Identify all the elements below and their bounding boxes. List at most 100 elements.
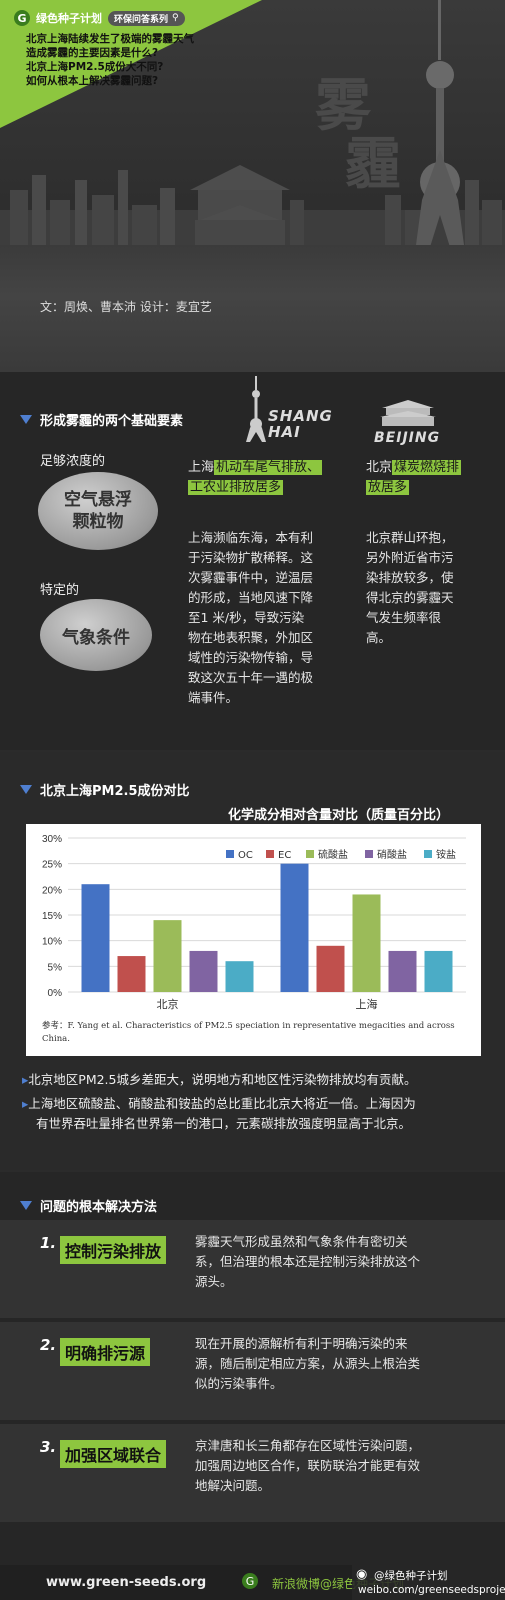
bullet-item: ▸上海地区硫酸盐、硝酸盐和铵盐的总比重比北京大将近一倍。上海因为 有世界吞吐量排… (22, 1094, 502, 1134)
y-tick-label: 25% (42, 860, 62, 871)
section-heading-text: 北京上海PM2.5成份对比 (40, 784, 190, 799)
legend-label: 硫酸盐 (318, 848, 348, 861)
chart-reference: 参考：F. Yang et al. Characteristics of PM2… (42, 1020, 472, 1046)
chart-title: 化学成分相对含量对比（质量百分比） (228, 808, 450, 823)
green-seeds-logo-icon: G (14, 10, 30, 26)
bullet-text: 上海地区硫酸盐、硝酸盐和铵盐的总比重比北京大将近一倍。上海因为 (28, 1096, 416, 1111)
brand-row: G 绿色种子计划 环保问答系列 ⚲ (14, 10, 185, 26)
pm25-bar-chart: 0% 5% 10% 15% 20% 25% 30% 北京 上海 OC EC 硫酸盐 硝酸盐 铵盐 (42, 834, 466, 1011)
solution-item: 2. 明确排污源 现在开展的源解析有利于明确污染的来 源，随后制定相应方案，从源… (0, 1322, 505, 1420)
section-factors: 形成雾霾的两个基础要素 足够浓度的 空气悬浮 颗粒物 特定的 气象条件 SHANG… (0, 372, 505, 750)
text-line: 得北京的雾霾天 (366, 590, 454, 605)
legend-swatch (365, 850, 373, 858)
stone-text: 空气悬浮 (64, 490, 132, 510)
bullet-item: ▸北京地区PM2.5城乡差距大，说明地方和地区性污染物排放均有贡献。 (22, 1070, 502, 1090)
text-line: 京津唐和长三角都存在区域性污染问题， (195, 1438, 421, 1453)
solution-label: 明确排污源 (60, 1338, 151, 1366)
weibo-url[interactable]: weibo.com/greenseedsproject (358, 1584, 505, 1596)
solution-item: 1. 控制污染排放 雾霾天气形成虽然和气象条件有密切关 系，但治理的根本还是控制… (0, 1220, 505, 1318)
question-line: 北京上海陆续发生了极端的雾霾天气 (26, 33, 194, 45)
factor1-stone: 空气悬浮 颗粒物 (38, 472, 158, 550)
text-line: 加强周边地区合作，联防联治才能更有效 (195, 1458, 421, 1473)
text-line: 系，但治理的根本还是控制污染排放这个 (195, 1254, 421, 1269)
text-line: 高。 (366, 630, 392, 645)
bar (316, 945, 345, 992)
bar (424, 950, 453, 992)
text-line: 源，随后制定相应方案，从源头上根治类 (195, 1356, 421, 1371)
shanghai-tower-icon (246, 376, 266, 442)
solution-number: 1. (40, 1234, 57, 1252)
pearl-tower-illustration (414, 0, 466, 260)
beijing-description: 北京群山环抱， 另外附近省市污 染排放较多，使 得北京的雾霾天 气发生频率很 高… (366, 528, 496, 648)
beijing-heading-city: 北京 (366, 460, 393, 475)
city-label-line: HAI (268, 423, 301, 441)
bar (81, 884, 110, 992)
y-tick-label: 0% (48, 988, 63, 999)
weibo-name: @绿色种子计划 (374, 1570, 448, 1582)
x-tick-label: 上海 (356, 997, 378, 1011)
bar (117, 956, 146, 992)
green-seeds-logo-icon: G (242, 1573, 258, 1589)
y-tick-label: 30% (42, 834, 62, 845)
section-heading-text: 形成雾霾的两个基础要素 (40, 414, 184, 429)
triangle-right-icon: ▸ (22, 1072, 29, 1087)
solution-item: 3. 加强区域联合 京津唐和长三角都存在区域性污染问题， 加强周边地区合作，联防… (0, 1424, 505, 1522)
header-questions: 北京上海陆续发生了极端的雾霾天气 造成雾霾的主要因素是什么? 北京上海PM2.5… (26, 32, 226, 88)
section-solutions: 问题的根本解决方法 1. 控制污染排放 雾霾天气形成虽然和气象条件有密切关 系，… (0, 1172, 505, 1565)
triangle-right-icon: ▸ (22, 1096, 29, 1111)
triangle-bullet-icon (20, 785, 32, 794)
solution-text: 京津唐和长三角都存在区域性污染问题， 加强周边地区合作，联防联治才能更有效 地解… (195, 1436, 495, 1496)
stone-text: 颗粒物 (72, 512, 124, 532)
bar (280, 863, 309, 992)
legend-label: EC (278, 850, 291, 861)
beijing-heading-highlight: 放居多 (366, 480, 410, 495)
shanghai-heading-highlight: 机动车尾气排放、 (214, 460, 323, 475)
chart-container: 0% 5% 10% 15% 20% 25% 30% 北京 上海 OC EC 硫酸盐 硝酸盐 铵盐 参考：F… (26, 824, 481, 1056)
text-line: 染排放较多，使 (366, 570, 454, 585)
text-line: 北京群山环抱， (366, 530, 454, 545)
y-tick-label: 15% (42, 911, 62, 922)
bar (153, 920, 182, 992)
question-line: 造成雾霾的主要因素是什么? (26, 47, 159, 59)
question-line: 北京上海PM2.5成份大不同? (26, 61, 164, 73)
text-line: 另外附近省市污 (366, 550, 454, 565)
factor1-label: 足够浓度的 (40, 454, 106, 469)
legend-label: 硝酸盐 (377, 848, 407, 861)
solution-text: 雾霾天气形成虽然和气象条件有密切关 系，但治理的根本还是控制污染排放这个 源头。 (195, 1232, 495, 1292)
solution-text: 现在开展的源解析有利于明确污染的来 源，随后制定相应方案，从源头上根治类 似的污… (195, 1334, 495, 1394)
text-line: 地解决问题。 (195, 1478, 271, 1493)
section-heading: 问题的根本解决方法 (20, 1196, 157, 1215)
triangle-bullet-icon (20, 415, 32, 424)
factor2-stone: 气象条件 (40, 599, 152, 671)
text-line: 于污染物扩散稀释。这 (188, 550, 314, 565)
section-heading-text: 问题的根本解决方法 (40, 1200, 158, 1215)
series-label: 环保问答系列 (114, 14, 169, 25)
reference-line: China. (42, 1034, 70, 1044)
search-icon: ⚲ (172, 13, 179, 23)
weibo-watermark: ◉ @绿色种子计划 weibo.com/greenseedsproject (352, 1565, 505, 1600)
bar (388, 950, 417, 992)
bar (352, 894, 381, 992)
legend-swatch (306, 850, 314, 858)
title-char: 霾 (345, 132, 401, 197)
section-heading: 形成雾霾的两个基础要素 (20, 410, 183, 429)
text-line: 域性的污染物传输，导 (188, 650, 314, 665)
reference-line: 参考：F. Yang et al. Characteristics of PM2… (42, 1021, 455, 1031)
text-line: 致这次五十年一遇的极 (188, 670, 314, 685)
text-line: 似的污染事件。 (195, 1376, 283, 1391)
text-line: 次雾霾事件中，逆温层 (188, 570, 314, 585)
text-line: 至1 米/秒，导致污染 (188, 610, 305, 625)
factor2-label: 特定的 (40, 583, 80, 598)
solution-number: 2. (40, 1336, 57, 1354)
author-credit: 文：周焕、曹本沛 设计：麦宜艺 (40, 300, 212, 314)
question-line: 如何从根本上解决雾霾问题? (26, 75, 159, 87)
text-line: 端事件。 (188, 690, 239, 705)
shanghai-heading-city: 上海 (188, 460, 215, 475)
footer-website[interactable]: www.green-seeds.org (46, 1575, 207, 1590)
solution-label: 加强区域联合 (60, 1440, 167, 1468)
legend-label: OC (238, 850, 253, 861)
bullet-text: 北京地区PM2.5城乡差距大，说明地方和地区性污染物排放均有贡献。 (28, 1072, 417, 1087)
shanghai-description: 上海濒临东海，本有利 于污染物扩散稀释。这 次雾霾事件中，逆温层 的形成，当地风… (188, 528, 358, 708)
text-line: 物在地表积聚，外加区 (188, 630, 314, 645)
triangle-bullet-icon (20, 1201, 32, 1210)
